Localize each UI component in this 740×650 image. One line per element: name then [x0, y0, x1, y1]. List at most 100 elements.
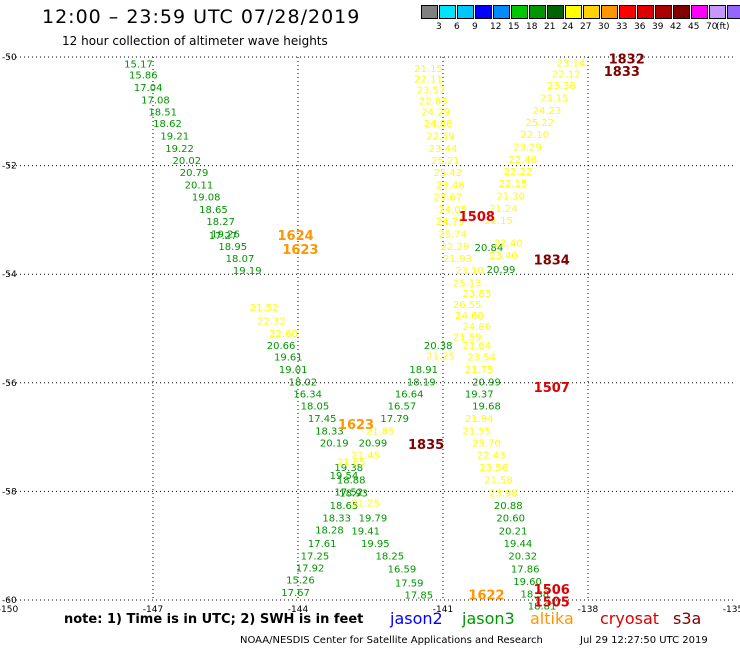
wave-height-label: 17.27: [209, 231, 238, 242]
wave-height-label: 16.59: [388, 565, 417, 576]
credit-text: NOAA/NESDIS Center for Satellite Applica…: [240, 635, 543, 646]
wave-height-label: 18.38: [521, 589, 550, 600]
wave-height-label: 1835: [408, 438, 444, 453]
wave-height-label: 18.65: [199, 205, 228, 216]
wave-height-label: 17.86: [511, 565, 540, 576]
wave-height-label: 21.85: [366, 427, 395, 438]
wave-height-label: 23.38: [547, 81, 576, 92]
y-tick-label: -50: [2, 53, 17, 63]
wave-height-label: 22.40: [494, 239, 523, 250]
wave-height-label: 1832: [609, 53, 645, 68]
wave-height-label: 21.75: [465, 365, 494, 376]
wave-height-label: 22.15: [484, 216, 513, 227]
legend-swatch: [565, 5, 582, 19]
wave-height-label: 19.95: [361, 539, 390, 550]
wave-height-label: 18.93: [339, 488, 368, 499]
wave-height-label: 22.83: [419, 96, 448, 107]
wave-height-label: 24.86: [463, 322, 492, 333]
x-tick-label: -135: [723, 605, 740, 612]
y-tick-label: -56: [2, 379, 17, 389]
wave-height-label: 23.98: [489, 488, 518, 499]
legend-swatch: [727, 5, 740, 19]
wave-height-label: 21.58: [484, 475, 513, 486]
wave-height-label: 19.41: [351, 526, 380, 537]
wave-height-label: 16.64: [395, 390, 424, 401]
wave-height-label: 17.61: [308, 539, 337, 550]
wave-height-label: 20.32: [508, 551, 537, 562]
legend-label: 30: [598, 22, 610, 32]
wave-height-label: 18.07: [226, 254, 255, 265]
wave-height-label: 18.88: [337, 475, 366, 486]
wave-height-label: 18.91: [409, 365, 438, 376]
wave-height-label: 15.26: [286, 575, 315, 586]
wave-height-label: 20.21: [499, 526, 528, 537]
footer-note: note: 1) Time is in UTC; 2) SWH is in fe…: [64, 612, 364, 627]
legend-label: 6: [454, 22, 460, 32]
wave-height-label: 17.85: [405, 591, 434, 602]
legend-swatch: [493, 5, 510, 19]
wave-height-label: 19.01: [279, 365, 308, 376]
wave-height-label: 20.66: [267, 341, 296, 352]
wave-height-label: 22.39: [426, 132, 455, 143]
wave-height-label: 20.02: [173, 156, 202, 167]
wave-height-label: 23.15: [540, 94, 569, 105]
wave-height-label: 19.22: [165, 144, 194, 155]
wave-height-label: 26.55: [453, 300, 482, 311]
wave-height-label: 19.79: [359, 513, 388, 524]
wave-height-label: 25.21: [431, 156, 460, 167]
chart-subtitle: 12 hour collection of altimeter wave hei…: [62, 34, 328, 48]
legend-label: 24: [562, 22, 574, 32]
wave-height-label: 18.05: [301, 402, 330, 413]
legend-swatch: [655, 5, 672, 19]
wave-height-label: 19.21: [160, 132, 189, 143]
wave-height-label: 20.60: [496, 513, 525, 524]
legend-label: 36: [634, 22, 646, 32]
wave-height-label: 22.22: [504, 167, 533, 178]
wave-height-label: 1624: [277, 229, 313, 244]
wave-height-label: 1623: [282, 243, 318, 258]
wave-height-label: 22.12: [552, 69, 581, 80]
wave-height-label: 20.79: [180, 168, 209, 179]
x-tick-label: -144: [288, 605, 309, 612]
wave-height-label: 20.11: [185, 181, 214, 192]
legend-label: 12: [490, 22, 502, 32]
wave-height-label: 23.10: [455, 266, 484, 277]
wave-height-label: 23.56: [479, 463, 508, 474]
wave-height-label: 1834: [534, 254, 570, 269]
wave-height-label: 20.99: [487, 265, 516, 276]
wave-height-label: 23.40: [489, 251, 518, 262]
wave-height-label: 19.68: [472, 402, 501, 413]
legend-label: 3: [436, 22, 442, 32]
wave-height-label: 23.14: [557, 58, 586, 69]
wave-height-label: 18.28: [315, 525, 344, 536]
wave-height-label: 24.23: [533, 106, 562, 117]
x-tick-label: -150: [0, 605, 18, 612]
wave-height-label: 24.05: [438, 205, 467, 216]
wave-height-label: 19.60: [513, 577, 542, 588]
wave-height-label: 18.25: [376, 551, 405, 562]
wave-height-label: 20.99: [472, 378, 501, 389]
legend-label: 27: [580, 22, 592, 32]
wave-height-label: 20.99: [359, 439, 388, 450]
legend-label: 33: [616, 22, 628, 32]
wave-height-label: 18.33: [315, 427, 344, 438]
wave-height-label: 22.32: [257, 316, 286, 327]
y-tick-label: -60: [2, 596, 17, 606]
legend-label: 70: [706, 22, 718, 32]
chart-title: 12:00 – 23:59 UTC 07/28/2019: [42, 6, 361, 28]
x-tick-label: -138: [578, 605, 599, 612]
wave-height-label: 22.60: [269, 329, 298, 340]
wave-height-label: 18.62: [153, 119, 182, 130]
legend-swatch: [457, 5, 474, 19]
wave-height-label: 1623: [338, 418, 374, 433]
wave-height-label: 21.30: [496, 191, 525, 202]
legend-swatch: [709, 5, 726, 19]
legend-swatch: [529, 5, 546, 19]
wave-height-label: 21.24: [489, 204, 518, 215]
legend-label: 39: [652, 22, 664, 32]
wave-height-label: 22.43: [477, 450, 506, 461]
wave-height-label: 23.57: [417, 86, 446, 97]
wave-height-label: 19.26: [211, 229, 240, 240]
wave-height-label: 1506: [534, 583, 570, 598]
wave-height-label: 18.33: [322, 513, 351, 524]
